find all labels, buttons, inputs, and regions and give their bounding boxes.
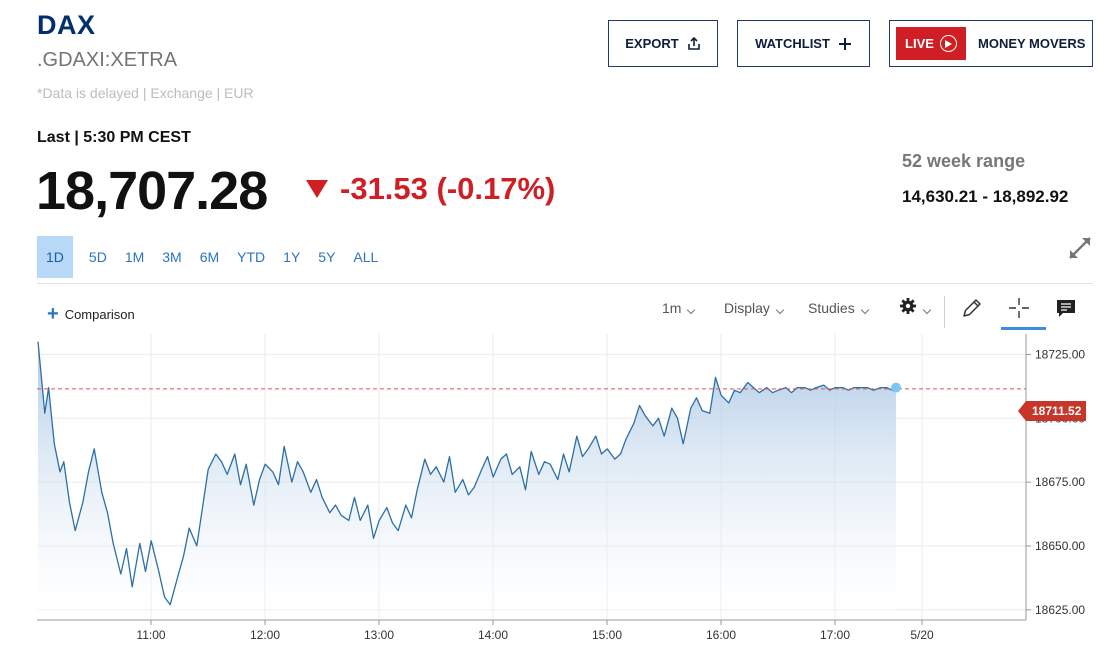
period-1y[interactable]: 1Y xyxy=(283,249,301,265)
week-range-label: 52 week range xyxy=(902,151,1026,171)
toolbar-separator xyxy=(944,296,945,328)
expand-arrows-icon[interactable] xyxy=(1067,235,1093,261)
play-circle-icon xyxy=(939,35,957,52)
live-badge: LIVE xyxy=(896,27,966,60)
display-dropdown[interactable]: Display xyxy=(724,300,785,316)
chevron-down-icon xyxy=(922,305,932,314)
studies-dropdown[interactable]: Studies xyxy=(808,300,869,316)
crosshair-active-indicator xyxy=(1001,327,1046,330)
gear-icon xyxy=(899,297,917,318)
comparison-button[interactable]: + Comparison xyxy=(47,304,135,324)
period-3m[interactable]: 3M xyxy=(162,249,182,265)
watchlist-label: WATCHLIST xyxy=(755,36,830,51)
last-price-tag: 18711.52 xyxy=(1018,401,1086,421)
price-change: -31.53 (-0.17%) xyxy=(306,171,555,207)
x-tick-label: 12:00 xyxy=(250,628,280,642)
x-tick-label: 14:00 xyxy=(478,628,508,642)
period-6m[interactable]: 6M xyxy=(199,249,220,265)
pencil-icon[interactable] xyxy=(960,296,984,320)
x-tick-label: 5/20 xyxy=(910,628,934,642)
y-tick-label: 18650.00 xyxy=(1035,539,1085,553)
y-tick-label: 18625.00 xyxy=(1035,603,1085,617)
plus-icon xyxy=(838,37,852,51)
week-range-value: 14,630.21 - 18,892.92 xyxy=(902,187,1069,206)
interval-dropdown[interactable]: 1m xyxy=(662,300,696,316)
last-price-marker xyxy=(891,382,901,393)
studies-label: Studies xyxy=(808,300,855,316)
chevron-down-icon xyxy=(860,305,869,315)
period-5d[interactable]: 5D xyxy=(88,249,107,265)
intraday-chart[interactable]: 11:00 12:00 13:00 14:00 15:00 16:00 17:00 5/20 … xyxy=(0,334,1117,658)
price-area-fill xyxy=(38,341,896,620)
index-name: DAX xyxy=(37,10,96,40)
plus-icon: + xyxy=(47,303,59,325)
x-tick-label: 13:00 xyxy=(364,628,394,642)
interval-label: 1m xyxy=(662,300,682,316)
comparison-label: Comparison xyxy=(64,306,135,322)
export-button[interactable]: EXPORT xyxy=(608,20,718,67)
period-1d[interactable]: 1D xyxy=(37,236,73,278)
x-tick-label: 15:00 xyxy=(592,628,622,642)
money-movers-label: MONEY MOVERS xyxy=(978,36,1086,51)
period-all[interactable]: ALL xyxy=(353,249,379,265)
price-change-value: -31.53 (-0.17%) xyxy=(340,171,556,206)
index-symbol: .GDAXI:XETRA xyxy=(37,49,178,71)
toolbar-divider xyxy=(37,283,1093,284)
period-5y[interactable]: 5Y xyxy=(318,249,336,265)
chevron-down-icon xyxy=(775,305,785,315)
share-upload-icon xyxy=(687,36,701,51)
chevron-down-icon xyxy=(687,305,696,315)
comment-icon[interactable] xyxy=(1054,296,1078,320)
money-movers-live-button[interactable]: LIVE MONEY MOVERS xyxy=(889,20,1093,67)
last-price: 18,707.28 xyxy=(36,161,268,221)
last-trade-time: Last | 5:30 PM CEST xyxy=(37,129,191,146)
last-price-tag-text: 18711.52 xyxy=(1032,404,1082,418)
down-arrow-icon xyxy=(306,180,328,198)
live-label: LIVE xyxy=(905,36,934,51)
period-1m[interactable]: 1M xyxy=(124,249,145,265)
x-tick-label: 17:00 xyxy=(820,628,850,642)
x-tick-label: 11:00 xyxy=(136,628,165,642)
settings-dropdown[interactable] xyxy=(899,297,932,318)
export-label: EXPORT xyxy=(625,36,679,51)
watchlist-button[interactable]: WATCHLIST xyxy=(737,20,870,67)
x-tick-label: 16:00 xyxy=(706,628,736,642)
period-selector: 1D 5D 1M 3M 6M YTD 1Y 5Y ALL xyxy=(37,236,387,278)
crosshair-icon[interactable] xyxy=(1007,296,1031,320)
period-ytd[interactable]: YTD xyxy=(237,249,266,265)
display-label: Display xyxy=(724,300,770,316)
y-tick-label: 18675.00 xyxy=(1035,475,1085,489)
delayed-data-note: *Data is delayed | Exchange | EUR xyxy=(37,85,254,101)
y-tick-label: 18725.00 xyxy=(1035,347,1085,361)
